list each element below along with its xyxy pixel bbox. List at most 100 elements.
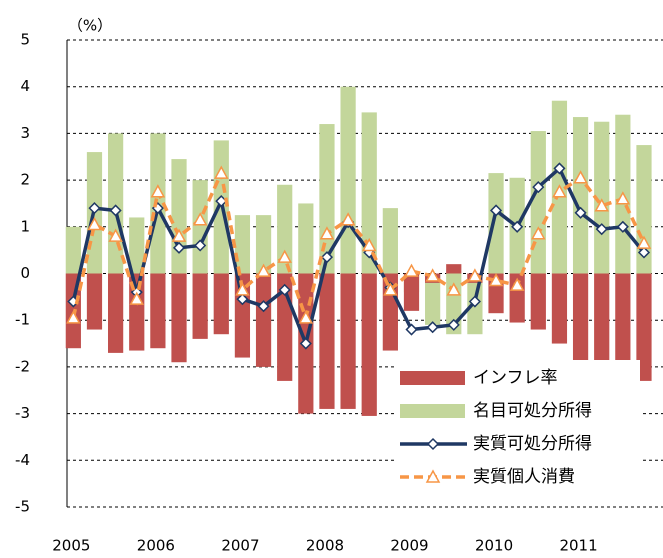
bar (636, 273, 652, 381)
marker (573, 170, 588, 184)
bar (86, 273, 103, 330)
bar (65, 226, 81, 274)
y-tick-label: 1 (20, 217, 30, 235)
y-tick-label: -1 (15, 311, 30, 329)
marker (257, 300, 270, 313)
marker (637, 246, 651, 259)
bar (382, 208, 398, 274)
legend-marker (425, 469, 441, 483)
bar (108, 133, 124, 274)
marker (446, 282, 462, 296)
marker (172, 241, 186, 254)
marker (214, 165, 229, 179)
y-axis-label: （%） (68, 17, 112, 35)
marker (298, 310, 314, 324)
bar (403, 273, 420, 311)
bar (171, 159, 187, 274)
y-tick-label: 5 (20, 31, 30, 49)
x-tick-label: 2008 (306, 537, 344, 555)
bar (108, 273, 124, 353)
bar (594, 273, 610, 384)
marker (574, 206, 587, 219)
legend-swatch (400, 371, 465, 385)
y-tick-label: 0 (20, 264, 30, 282)
marker (256, 263, 271, 277)
bar (319, 273, 335, 409)
bar (255, 215, 272, 274)
marker (109, 204, 122, 217)
marker (426, 321, 439, 334)
marker (319, 226, 335, 240)
marker (509, 277, 525, 291)
bar (192, 273, 208, 339)
x-tick-label: 2010 (475, 537, 513, 555)
x-tick-label: 2011 (559, 537, 597, 555)
bar (446, 264, 462, 274)
marker (489, 204, 503, 217)
marker (615, 191, 631, 205)
y-tick-label: -2 (15, 357, 30, 375)
marker (531, 226, 546, 240)
marker (553, 162, 566, 175)
marker (425, 268, 440, 282)
x-tick-label: 2009 (390, 537, 428, 555)
marker (299, 337, 312, 350)
marker (87, 216, 102, 231)
x-tick-label: 2006 (137, 537, 175, 555)
marker (235, 282, 250, 296)
marker (66, 310, 81, 324)
marker (636, 235, 652, 249)
bar (234, 215, 251, 274)
x-tick-label: 2005 (52, 537, 90, 555)
bar (594, 121, 610, 274)
marker (383, 282, 398, 296)
marker (511, 220, 524, 233)
y-tick-label: -4 (15, 451, 30, 469)
marker (616, 220, 629, 233)
bar (213, 273, 229, 335)
legend-swatch (400, 404, 465, 418)
line (71, 167, 646, 324)
legend-label: 実質個人消費 (473, 467, 575, 487)
bar (361, 273, 377, 416)
marker (404, 263, 419, 277)
bar (255, 273, 272, 367)
marker (488, 272, 504, 287)
marker (468, 295, 481, 308)
marker (278, 283, 291, 296)
bar (551, 273, 568, 344)
marker (129, 291, 145, 305)
bar (192, 180, 208, 274)
bar (572, 273, 589, 372)
marker (447, 318, 460, 331)
y-tick-label: -3 (15, 404, 30, 422)
bar (171, 273, 187, 363)
y-tick-label: 3 (20, 124, 30, 142)
bar (636, 145, 652, 274)
bar (340, 273, 356, 409)
y-tick-label: 4 (20, 77, 30, 95)
bar (361, 112, 377, 274)
bar (129, 217, 145, 274)
legend-label: 名目可処分所得 (473, 401, 592, 421)
legend-marker (426, 437, 440, 451)
marker (552, 184, 567, 198)
line (71, 165, 646, 350)
marker (171, 228, 187, 242)
marker (108, 228, 123, 242)
marker (405, 323, 418, 336)
bar (298, 203, 314, 274)
y-tick-label: -5 (15, 498, 30, 516)
bar (572, 117, 589, 274)
marker (192, 212, 208, 226)
bar (340, 86, 356, 274)
bar (615, 273, 631, 388)
bar (488, 173, 504, 274)
bar (530, 131, 546, 274)
marker (340, 212, 356, 226)
marker (595, 223, 608, 236)
bar (277, 184, 293, 274)
marker (594, 198, 609, 212)
legend-label: インフレ率 (473, 368, 558, 388)
